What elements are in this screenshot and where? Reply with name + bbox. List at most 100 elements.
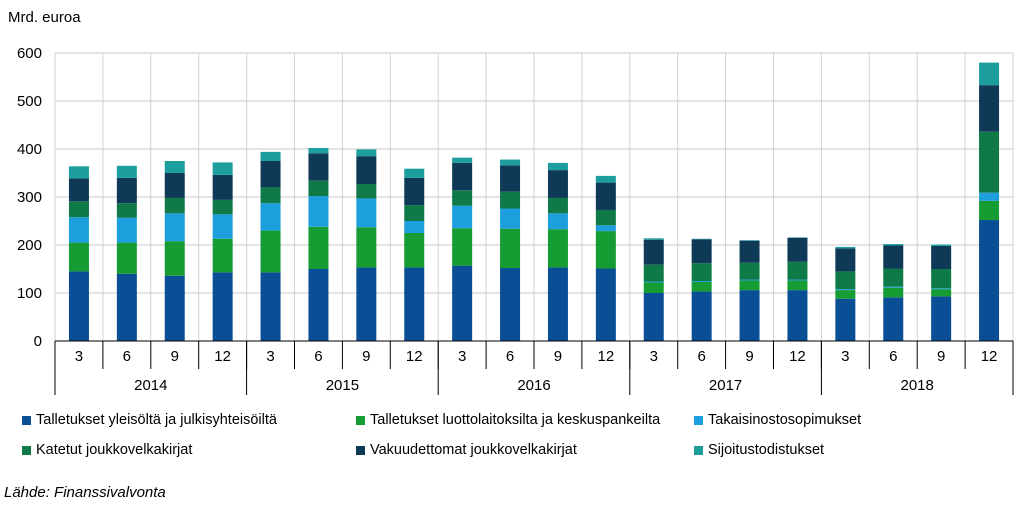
bar-segment (116, 217, 137, 243)
bar-segment (595, 225, 616, 232)
bar-segment (500, 165, 521, 192)
bar-segment (164, 275, 185, 341)
bar-segment (979, 131, 1000, 193)
y-tick-label: 100 (17, 285, 42, 302)
bar-segment (739, 279, 760, 281)
bar-segment (308, 180, 329, 197)
x-tick-label: 9 (362, 348, 370, 365)
bar-segment (547, 229, 568, 268)
legend-item: Sijoitustodistukset (694, 442, 824, 458)
x-tick-label: 6 (506, 348, 514, 365)
bar-segment (979, 220, 1000, 341)
bar-segment (116, 242, 137, 274)
bar-segment (308, 196, 329, 227)
bar-segment (835, 298, 856, 341)
bar-segment (260, 230, 281, 273)
y-tick-label: 200 (17, 237, 42, 254)
legend-item: Katetut joukkovelkakirjat (22, 442, 192, 458)
bar-segment (404, 233, 425, 268)
x-tick-label: 9 (745, 348, 753, 365)
x-tick-label: 12 (406, 348, 423, 365)
bar-segment (260, 161, 281, 188)
x-tick-label: 3 (458, 348, 466, 365)
bar-segment (931, 289, 952, 297)
bar-segment (356, 227, 377, 268)
x-tick-label: 3 (266, 348, 274, 365)
bar-segment (547, 162, 568, 171)
bar-segment (212, 199, 233, 215)
bar-segment (595, 175, 616, 183)
x-tick-label: 12 (789, 348, 806, 365)
bar-segment (500, 268, 521, 341)
x-tick-label: 3 (75, 348, 83, 365)
bar-segment (404, 267, 425, 341)
bar-segment (883, 268, 904, 287)
bar-segment (691, 263, 712, 281)
bar-segment (356, 267, 377, 341)
bar-segment (212, 214, 233, 239)
bar-segment (212, 272, 233, 341)
bar-segment (643, 239, 664, 265)
bar-segment (68, 178, 89, 202)
bar-segment (452, 157, 473, 163)
x-tick-label: 9 (171, 348, 179, 365)
group-label: 2014 (134, 377, 167, 394)
bar-segment (787, 279, 808, 281)
bar-segment (787, 290, 808, 341)
bar-segment (452, 190, 473, 206)
bar-segment (787, 261, 808, 280)
bar-segment (356, 198, 377, 228)
y-tick-label: 0 (34, 333, 42, 350)
bar-segment (835, 271, 856, 290)
bar-segment (116, 177, 137, 204)
bar-segment (883, 297, 904, 341)
bar-segment (835, 248, 856, 272)
bar-segment (979, 192, 1000, 201)
x-tick-label: 3 (650, 348, 658, 365)
bar-segment (739, 240, 760, 263)
bar-segment (500, 159, 521, 166)
bar-segment (404, 221, 425, 233)
unit-label: Mrd. euroa (8, 9, 81, 26)
x-tick-label: 6 (697, 348, 705, 365)
bar-segment (164, 161, 185, 173)
legend-swatch (356, 445, 365, 455)
bar-segment (260, 272, 281, 341)
bar-segment (116, 165, 137, 178)
gridlines (54, 52, 1014, 341)
legend-swatch (22, 445, 31, 455)
bar-segment (452, 205, 473, 229)
bar-segment (643, 293, 664, 341)
bar-segment (883, 286, 904, 288)
bar-segment (595, 182, 616, 210)
bar-segment (595, 268, 616, 341)
bar-segment (308, 269, 329, 341)
bar-segment (452, 162, 473, 191)
bar-segment (931, 244, 952, 246)
x-tick-label: 6 (889, 348, 897, 365)
bar-segment (883, 244, 904, 246)
bar-segment (164, 173, 185, 198)
bar-segment (691, 239, 712, 264)
bar-segment (547, 170, 568, 198)
x-tick-label: 9 (937, 348, 945, 365)
bar-segment (787, 237, 808, 262)
bar-segment (643, 264, 664, 282)
bar-segment (883, 245, 904, 269)
bar-segment (931, 288, 952, 290)
legend-item: Takaisinostosopimukset (694, 412, 861, 428)
bar-segment (979, 200, 1000, 221)
bar-segment (979, 62, 1000, 86)
bar-segment (356, 156, 377, 185)
x-tick-label: 12 (214, 348, 231, 365)
bar-segment (260, 151, 281, 161)
bar-segment (356, 149, 377, 157)
bar-segment (68, 271, 89, 341)
x-axis: 3 6 9 12 3 6 9 12 3 6 9 12 3 6 9 12 3 6 9 12 2014 2015 2016 201… (54, 340, 1014, 395)
x-tick-label: 3 (841, 348, 849, 365)
legend-swatch (356, 415, 365, 425)
bars (68, 62, 1000, 341)
source-note: Lähde: Finanssivalvonta (4, 484, 166, 501)
bar-segment (500, 208, 521, 229)
bar-segment (500, 191, 521, 209)
